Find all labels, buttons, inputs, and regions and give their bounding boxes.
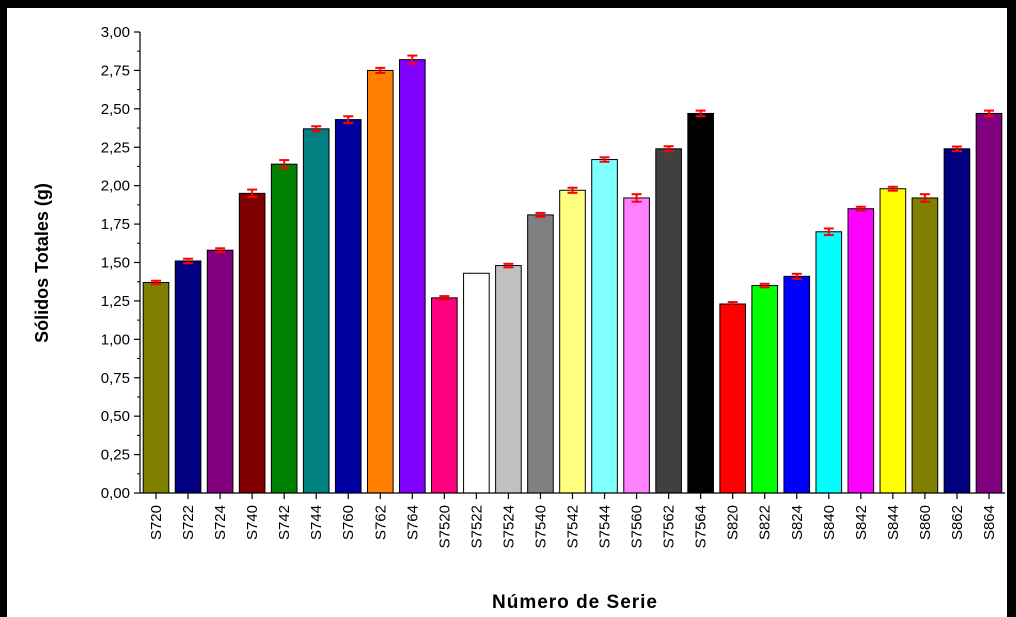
bar-s7544 [591,159,618,494]
x-tick-label: S720 [148,505,165,540]
x-tick-label: S820 [725,505,742,540]
bar-s824 [783,275,811,494]
bar-s762 [366,69,394,494]
bar-s760 [334,119,362,494]
x-tick-label: S742 [276,505,293,540]
y-axis: 0,00 0,25 0,50 0,75 1,00 1,25 1,50 1,75 2,00 2,25… [101,24,141,502]
bar-s844 [879,188,907,494]
y-axis-label: Sólidos Totales (g) [32,183,52,343]
x-tick-label: S844 [885,505,902,540]
x-tick-label: S764 [404,505,421,540]
x-tick-label: S860 [917,505,934,540]
x-tick-label: S722 [180,505,197,540]
bar-s820 [719,303,746,494]
x-tick-label: S7520 [436,505,453,548]
bar-s862 [943,148,971,494]
bar-s822 [751,285,779,494]
y-tick-label: 2,50 [101,101,130,118]
bar-s742 [270,163,298,494]
y-tick-label: 1,75 [101,216,130,233]
bar-s722 [174,260,202,494]
y-tick-label: 1,50 [101,255,130,272]
x-tick-label: S824 [789,505,806,540]
x-tick-label: S740 [244,505,261,540]
y-tick-label: 1,25 [101,293,130,310]
bar-s7522 [463,272,490,494]
x-tick-label: S724 [212,505,229,540]
bar-s740 [238,192,266,494]
bar-s7540 [527,214,554,494]
bar-s7542 [559,189,586,494]
x-tick-label: S7542 [565,505,582,548]
x-tick-label: S7524 [500,505,517,548]
bar-s7560 [623,197,650,494]
bar-s840 [815,231,843,494]
x-tick-label: S7522 [468,505,485,548]
x-tick-label: S7560 [629,505,646,548]
x-tick-label: S744 [308,505,325,540]
y-tick-label: 0,00 [101,485,130,502]
bar-s764 [399,59,426,494]
x-tick-label: S7544 [597,505,614,548]
bar-s7524 [495,265,522,494]
bar-s842 [847,208,875,494]
bar-s7562 [655,148,682,494]
x-tick-label: S840 [821,505,838,540]
bar-s860 [911,197,939,494]
y-tick-label: 2,25 [101,139,130,156]
y-tick-label: 0,25 [101,447,130,464]
y-tick-label: 3,00 [101,24,130,41]
bars [142,54,1003,494]
bar-s744 [302,128,330,494]
x-tick-label: S862 [949,505,966,540]
y-tick-label: 0,75 [101,370,130,387]
y-tick-label: 2,75 [101,62,130,79]
y-tick-label: 0,50 [101,408,130,425]
x-axis-label: Número de Serie [492,592,658,613]
y-tick-label: 2,00 [101,178,130,195]
y-tick-label: 1,00 [101,331,130,348]
x-tick-label: S760 [340,505,357,540]
x-tick-label: S864 [981,505,998,540]
x-tick-label: S7562 [661,505,678,548]
bar-s7520 [431,297,458,494]
bar-s7564 [687,112,714,494]
bar-s864 [975,112,1003,494]
x-tick-label: S7540 [532,505,549,548]
x-tick-label: S7564 [693,505,710,548]
x-axis: S720 S722 S724 S740 S742 S744 S760 S762 S764 S752… [140,492,1005,548]
x-tick-label: S842 [853,505,870,540]
bar-s724 [206,249,234,494]
x-tick-label: S762 [372,505,389,540]
bar-s720 [142,281,170,494]
x-tick-label: S822 [757,505,774,540]
